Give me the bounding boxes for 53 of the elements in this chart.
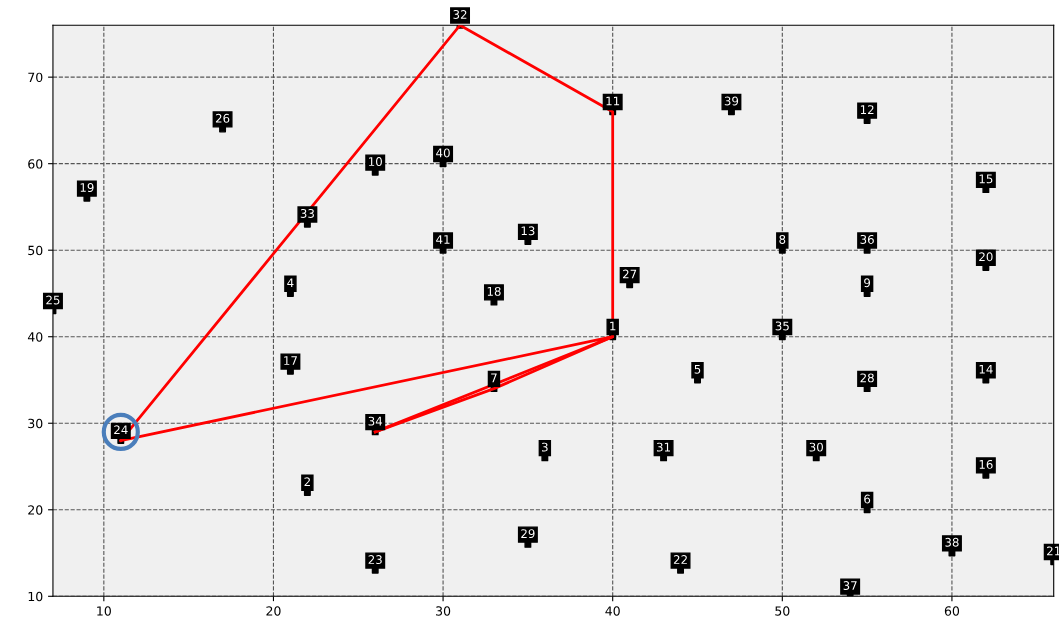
y-tick-label: 70 (28, 72, 43, 83)
annotation: 23 (368, 555, 382, 565)
y-tick-label: 60 (28, 159, 43, 169)
annotation: 37 (843, 581, 857, 590)
y-tick-label: 50 (28, 245, 43, 256)
annotation: 8 (779, 234, 786, 244)
y-tick-label: 40 (27, 332, 43, 342)
annotation: 5 (694, 364, 701, 374)
x-tick-label: 20 (266, 606, 281, 616)
x-tick-label: 40 (605, 606, 620, 616)
annotation: 29 (521, 529, 535, 539)
annotation: 36 (860, 234, 874, 244)
annotation: 25 (46, 295, 60, 305)
annotation: 41 (436, 235, 450, 244)
annotation: 22 (673, 555, 687, 564)
x-tick-label: 30 (436, 606, 451, 616)
annotation: 16 (979, 459, 993, 469)
annotation: 15 (979, 174, 993, 184)
annotation: 11 (606, 96, 620, 106)
annotation: 9 (864, 278, 871, 288)
y-tick-label: 20 (28, 505, 43, 515)
annotation: 19 (80, 183, 94, 192)
annotation: 32 (453, 10, 467, 19)
y-tick-label: 10 (28, 591, 43, 602)
x-tick-label: 60 (944, 606, 960, 616)
annotation: 27 (623, 269, 637, 279)
annotation: 13 (521, 226, 535, 236)
annotation: 2 (304, 477, 310, 486)
annotation: 26 (215, 113, 230, 123)
annotation: 33 (300, 209, 314, 218)
annotation: 3 (541, 442, 548, 452)
annotation: 4 (287, 278, 294, 287)
annotation: 35 (775, 321, 789, 331)
annotation: 18 (487, 286, 501, 296)
annotation: 1 (610, 321, 616, 331)
annotation: 28 (860, 373, 874, 383)
annotation: 20 (979, 252, 993, 262)
annotation: 6 (864, 494, 871, 504)
y-tick-label: 30 (28, 418, 43, 429)
annotation: 14 (979, 364, 993, 374)
annotation: 17 (284, 356, 297, 365)
annotation: 30 (809, 442, 823, 452)
x-tick-label: 50 (775, 606, 790, 616)
x-tick-label: 10 (97, 606, 111, 616)
annotation: 10 (369, 157, 382, 167)
annotation: 7 (491, 373, 497, 383)
annotation: 38 (945, 537, 959, 547)
annotation: 39 (724, 96, 739, 106)
annotation: 12 (860, 105, 874, 114)
annotation: 31 (656, 442, 670, 452)
annotation: 34 (368, 416, 383, 426)
annotation: 40 (436, 148, 450, 158)
annotation: 24 (114, 425, 128, 435)
